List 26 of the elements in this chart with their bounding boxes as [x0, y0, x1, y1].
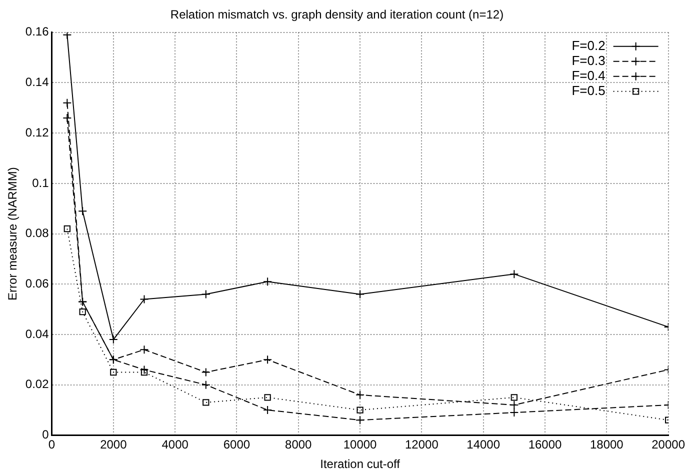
y-tick-label: 0 [42, 428, 50, 442]
y-tick-label: 0.1 [32, 176, 50, 190]
x-tick-label: 8000 [285, 438, 312, 452]
legend-label: F=0.5 [572, 82, 606, 98]
x-tick-label: 16000 [528, 438, 562, 452]
y-tick-label: 0.12 [25, 125, 50, 140]
x-tick-label: 2000 [100, 438, 128, 452]
y-axis-title: Error measure (NARMM) [6, 167, 20, 300]
x-tick-label: 4000 [162, 438, 189, 452]
y-tick-label: 0.06 [25, 276, 50, 290]
x-axis-title: Iteration cut-off [320, 457, 401, 472]
x-tick-label: 18000 [590, 438, 624, 452]
legend-label: F=0.2 [572, 38, 606, 53]
legend-label: F=0.4 [572, 68, 606, 83]
y-tick-label: 0.04 [25, 326, 50, 341]
chart-title: Relation mismatch vs. graph density and iteration count (n=12) [170, 8, 504, 22]
x-tick-label: 10000 [343, 438, 378, 452]
x-tick-label: 14000 [466, 438, 500, 452]
x-tick-label: 6000 [223, 438, 250, 452]
x-tick-label: 20000 [652, 438, 686, 452]
y-tick-label: 0.14 [25, 75, 50, 90]
x-tick-label: 12000 [405, 438, 439, 452]
legend-label: F=0.3 [572, 52, 606, 68]
y-tick-label: 0.16 [25, 24, 50, 39]
y-tick-label: 0.02 [25, 377, 50, 392]
y-tick-label: 0.08 [25, 226, 50, 240]
